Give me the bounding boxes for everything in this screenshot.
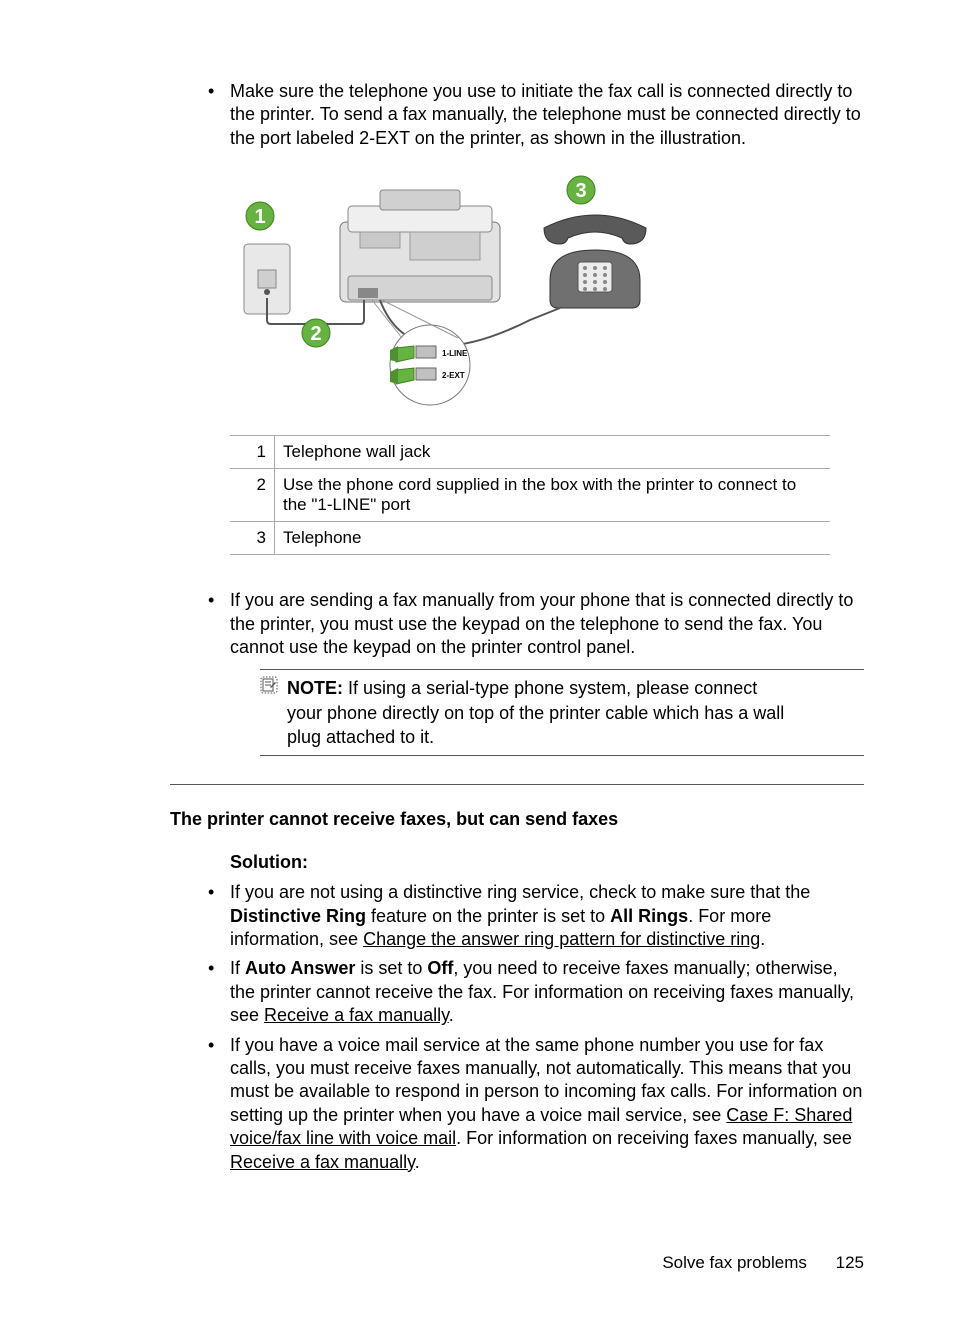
xref-link[interactable]: Receive a fax manually — [230, 1152, 415, 1172]
xref-link[interactable]: Receive a fax manually — [264, 1005, 449, 1025]
page: Make sure the telephone you use to initi… — [0, 0, 954, 1321]
bullet-item: If you are sending a fax manually from y… — [200, 589, 864, 756]
text-span: . — [760, 929, 765, 949]
bullet-item: If you have a voice mail service at the … — [200, 1034, 864, 1174]
callout-3: 3 — [567, 176, 595, 204]
port-label-1line: 1-LINE — [442, 349, 468, 358]
svg-text:2: 2 — [310, 323, 321, 345]
xref-link[interactable]: Change the answer ring pattern for disti… — [363, 929, 760, 949]
note-icon — [260, 676, 282, 700]
table-row: 3 Telephone — [230, 522, 830, 555]
text-bold: Distinctive Ring — [230, 906, 366, 926]
legend-text: Telephone — [275, 522, 831, 555]
text-span: . — [449, 1005, 454, 1025]
callout-2: 2 — [302, 319, 330, 347]
table-row: 2 Use the phone cord supplied in the box… — [230, 469, 830, 522]
text-span: . For information on receiving faxes man… — [456, 1128, 852, 1148]
table-row: 1 Telephone wall jack — [230, 436, 830, 469]
bullet-item: Make sure the telephone you use to initi… — [200, 80, 864, 150]
connection-diagram: 1-LINE 2-EXT 1 2 3 — [230, 170, 864, 415]
diagram-svg: 1-LINE 2-EXT 1 2 3 — [230, 170, 650, 410]
svg-text:3: 3 — [575, 180, 586, 202]
port-label-2ext: 2-EXT — [442, 371, 465, 380]
top-bullets: Make sure the telephone you use to initi… — [200, 80, 864, 756]
legend-num: 1 — [230, 436, 275, 469]
text-span: feature on the printer is set to — [366, 906, 610, 926]
legend-text: Telephone wall jack — [275, 436, 831, 469]
section-heading: The printer cannot receive faxes, but ca… — [170, 809, 864, 830]
note-box: NOTE: If using a serial-type phone syste… — [260, 669, 864, 756]
text-bold: All Rings — [610, 906, 688, 926]
callout-1: 1 — [246, 202, 274, 230]
text-span: . — [415, 1152, 420, 1172]
diagram-legend-table: 1 Telephone wall jack 2 Use the phone co… — [230, 435, 830, 555]
note-content: NOTE: If using a serial-type phone syste… — [287, 676, 797, 749]
footer-section: Solve fax problems — [662, 1253, 807, 1272]
bullet-item: If you are not using a distinctive ring … — [200, 881, 864, 951]
note-label: NOTE: — [287, 678, 343, 698]
legend-num: 2 — [230, 469, 275, 522]
text-bold: Auto Answer — [245, 958, 355, 978]
page-number: 125 — [836, 1253, 864, 1272]
page-footer: Solve fax problems 125 — [662, 1253, 864, 1273]
note-text: If using a serial-type phone system, ple… — [287, 678, 784, 747]
legend-text: Use the phone cord supplied in the box w… — [275, 469, 831, 522]
bullet-item: If Auto Answer is set to Off, you need t… — [200, 957, 864, 1027]
bullet-text: If you are sending a fax manually from y… — [230, 590, 853, 657]
svg-text:1: 1 — [254, 206, 265, 228]
section-divider — [170, 784, 864, 785]
solution-block: Solution: If you are not using a distinc… — [200, 852, 864, 1174]
text-bold: Off — [427, 958, 453, 978]
legend-num: 3 — [230, 522, 275, 555]
text-span: If — [230, 958, 245, 978]
text-span: is set to — [355, 958, 427, 978]
solution-label: Solution: — [230, 852, 864, 873]
text-span: If you are not using a distinctive ring … — [230, 882, 810, 902]
